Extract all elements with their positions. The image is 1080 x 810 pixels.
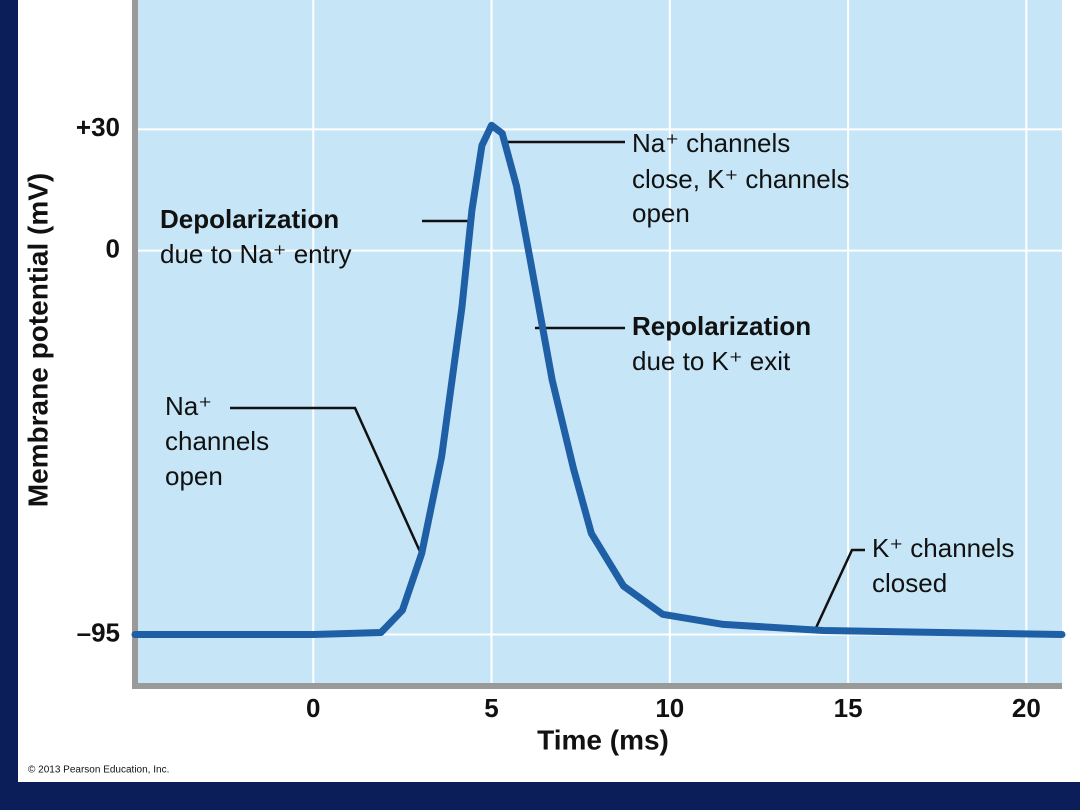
annotation: Depolarization — [160, 204, 339, 234]
x-tick-label: 0 — [306, 693, 320, 723]
annotation: channels — [165, 426, 269, 456]
membrane-potential-curve — [131, 121, 1066, 639]
x-axis-label: Time (ms) — [537, 724, 669, 755]
leaders — [230, 140, 865, 631]
y-tick-label: 0 — [106, 233, 120, 263]
credit: © 2013 Pearson Education, Inc. — [28, 765, 169, 776]
annotation: closed — [872, 568, 947, 598]
x-tick-label: 5 — [484, 693, 498, 723]
y-tick-label: +30 — [76, 112, 120, 142]
annotation: Na⁺ — [165, 391, 212, 421]
annotation: due to Na⁺ entry — [160, 239, 352, 269]
x-tick-label: 10 — [655, 693, 684, 723]
annotation: due to K⁺ exit — [632, 346, 791, 376]
x-tick-label: 20 — [1012, 693, 1041, 723]
annotation: K⁺ channels — [872, 533, 1014, 563]
plot-area — [135, 0, 1062, 683]
annotation: open — [632, 198, 690, 228]
annotation: Repolarization — [632, 311, 811, 341]
annotation: Na⁺ channels — [632, 128, 790, 158]
y-axis-label: Membrane potential (mV) — [22, 173, 53, 507]
leader-line — [230, 406, 424, 557]
leader-line — [813, 548, 865, 631]
grid — [135, 0, 1062, 683]
annotation: open — [165, 461, 223, 491]
annotation: close, K⁺ channels — [632, 164, 850, 194]
x-tick-label: 15 — [834, 693, 863, 723]
y-tick-label: –95 — [77, 617, 120, 647]
